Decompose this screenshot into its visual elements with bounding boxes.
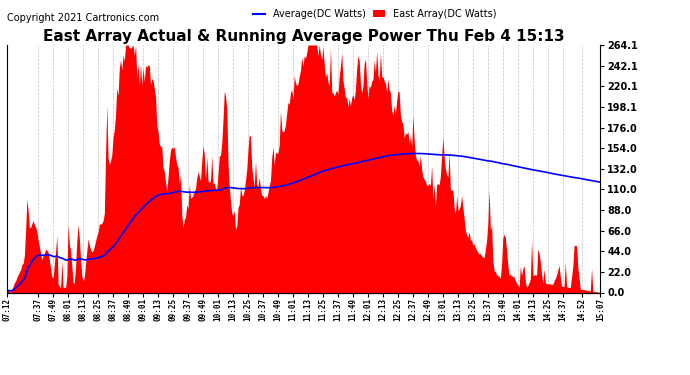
Title: East Array Actual & Running Average Power Thu Feb 4 15:13: East Array Actual & Running Average Powe… [43,29,564,44]
Text: Copyright 2021 Cartronics.com: Copyright 2021 Cartronics.com [7,13,159,23]
Legend: Average(DC Watts), East Array(DC Watts): Average(DC Watts), East Array(DC Watts) [249,5,500,23]
